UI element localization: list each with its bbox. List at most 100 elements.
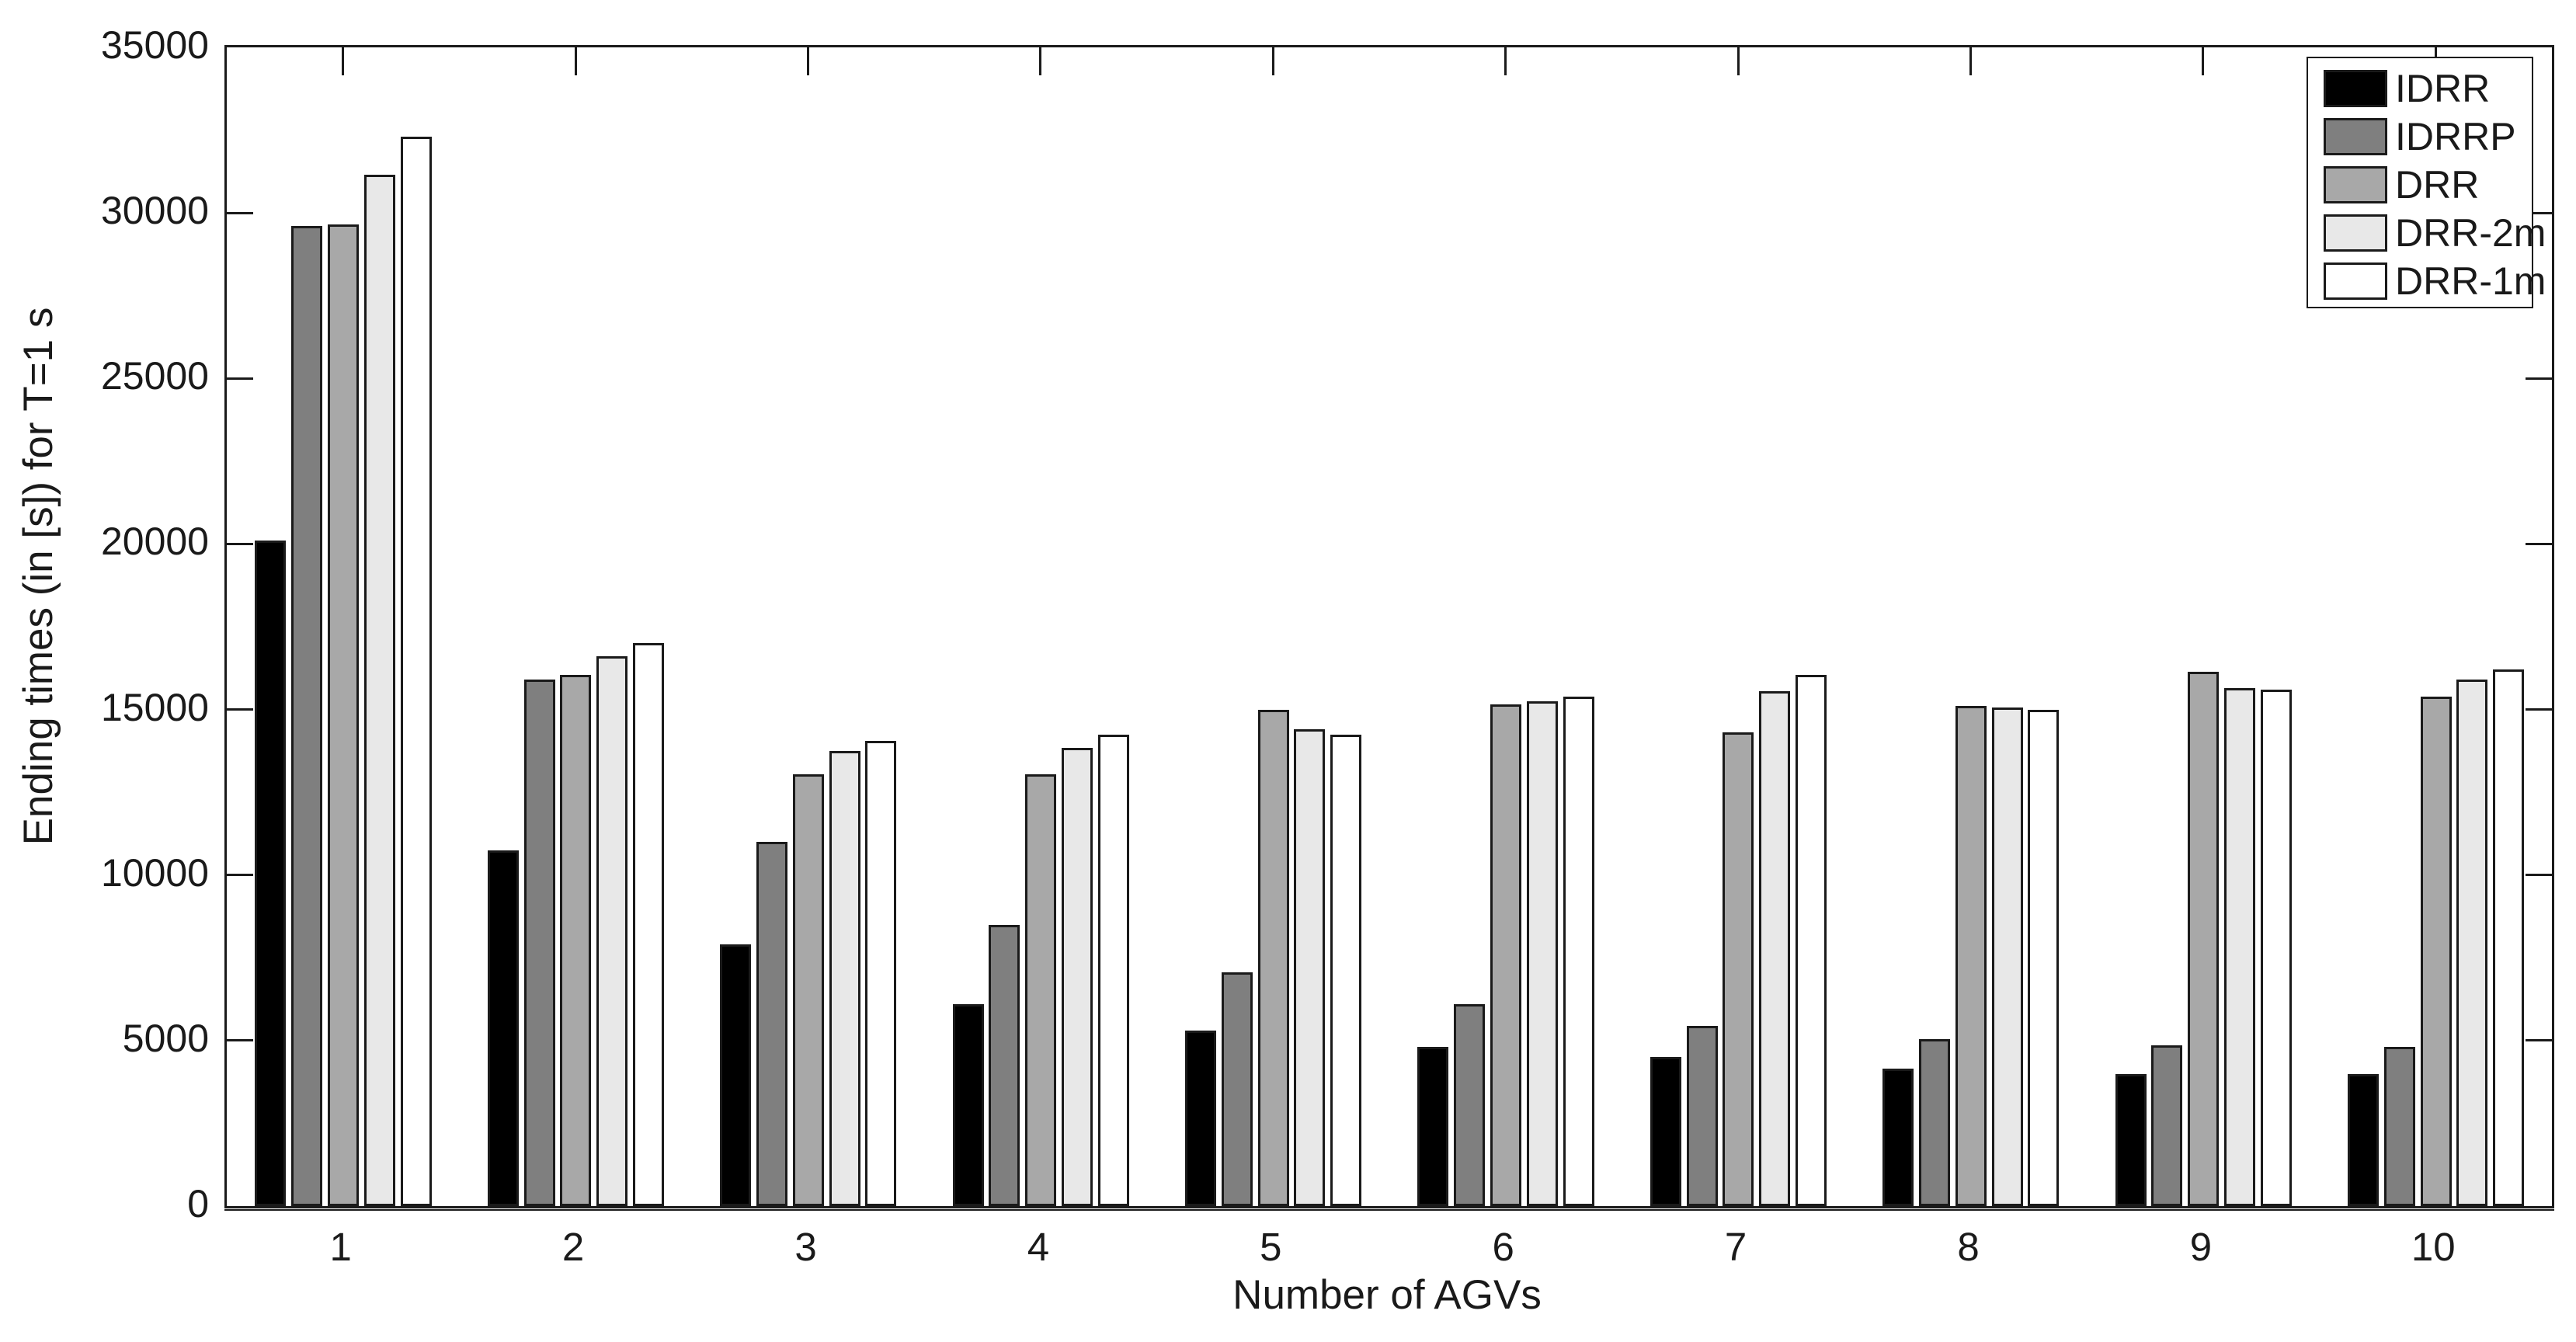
bar-drr-agv7 <box>1723 732 1754 1206</box>
x-tick-label: 8 <box>1957 1225 1980 1269</box>
bar-drr-1m-agv2 <box>632 643 664 1206</box>
y-tick-left <box>227 211 253 214</box>
bar-idrrp-agv7 <box>1686 1025 1718 1206</box>
y-tick-right <box>2526 874 2552 877</box>
y-tick-left <box>227 542 253 545</box>
legend-item-idrrp: IDRRP <box>2308 113 2532 162</box>
bar-drr-2m-agv9 <box>2223 687 2255 1206</box>
legend-item-drr-1m: DRR-1m <box>2308 257 2546 306</box>
x-tick-top <box>1039 47 1042 75</box>
x-tick-top <box>807 47 809 75</box>
y-tick-label: 0 <box>187 1182 209 1226</box>
bar-drr-1m-agv5 <box>1330 734 1362 1206</box>
y-tick-right <box>2526 708 2552 711</box>
plot-area <box>224 45 2554 1208</box>
x-tick-top <box>342 47 345 75</box>
y-tick-label: 30000 <box>100 189 209 233</box>
bar-idrrp-agv2 <box>523 680 555 1206</box>
x-tick-top <box>1736 47 1740 75</box>
bar-drr-2m-agv3 <box>829 750 860 1206</box>
y-tick-left <box>227 874 253 877</box>
legend-swatch-drr-1m <box>2324 262 2387 300</box>
x-tick-label: 6 <box>1492 1225 1514 1269</box>
y-tick-label: 35000 <box>100 23 209 67</box>
legend-item-idrr: IDRR <box>2308 64 2532 113</box>
x-tick-label: 3 <box>794 1225 817 1269</box>
bar-drr-1m-agv9 <box>2260 690 2292 1206</box>
bar-idrr-agv3 <box>720 944 752 1206</box>
legend-label-drr-2m: DRR-2m <box>2395 211 2546 255</box>
bar-idrr-agv10 <box>2347 1073 2379 1206</box>
bar-drr-agv3 <box>792 774 824 1206</box>
bar-idrr-agv2 <box>487 850 519 1206</box>
x-tick-label: 2 <box>561 1225 585 1269</box>
bar-drr-1m-agv7 <box>1795 674 1827 1206</box>
y-tick-right <box>2526 211 2552 214</box>
bar-drr-1m-agv4 <box>1097 734 1129 1206</box>
bar-idrr-agv9 <box>2115 1073 2147 1206</box>
bar-drr-2m-agv4 <box>1061 747 1093 1206</box>
bar-drr-agv9 <box>2188 671 2220 1206</box>
bar-idrr-agv8 <box>1882 1069 1914 1206</box>
y-tick-right <box>2526 542 2552 545</box>
x-tick-label: 9 <box>2189 1225 2213 1269</box>
bar-drr-2m-agv10 <box>2456 680 2488 1206</box>
bar-drr-2m-agv6 <box>1526 701 1558 1206</box>
bar-idrrp-agv5 <box>1221 972 1253 1206</box>
y-tick-right <box>2526 1039 2552 1042</box>
x-tick-label: 1 <box>329 1225 352 1269</box>
y-tick-left <box>227 1039 253 1042</box>
bar-idrrp-agv10 <box>2383 1047 2415 1206</box>
bar-drr-agv4 <box>1025 774 1057 1206</box>
y-tick-left <box>227 377 253 380</box>
x-tick-top <box>574 47 577 75</box>
legend-label-drr: DRR <box>2395 163 2480 207</box>
y-tick-label: 10000 <box>100 850 209 895</box>
bar-drr-agv1 <box>327 224 359 1206</box>
x-tick-label: 5 <box>1260 1225 1282 1269</box>
legend-swatch-drr-2m <box>2324 214 2387 252</box>
x-axis-label: Number of AGVs <box>1232 1272 1542 1318</box>
bar-idrrp-agv4 <box>989 924 1020 1206</box>
bar-idrrp-agv8 <box>1918 1038 1950 1206</box>
bar-drr-1m-agv1 <box>400 137 432 1206</box>
legend: IDRR IDRRP DRR DRR-2m DRR-1m <box>2307 57 2546 308</box>
x-tick-label: 7 <box>1724 1225 1747 1269</box>
bar-drr-agv5 <box>1257 709 1289 1206</box>
legend-item-drr-2m: DRR-2m <box>2308 209 2546 258</box>
bar-idrr-agv5 <box>1184 1031 1216 1206</box>
bar-drr-2m-agv8 <box>1991 708 2023 1206</box>
bar-idrr-agv4 <box>952 1003 984 1206</box>
bar-drr-agv10 <box>2420 696 2452 1206</box>
legend-swatch-idrr <box>2324 70 2387 107</box>
bar-drr-1m-agv8 <box>2028 709 2060 1206</box>
bar-idrr-agv6 <box>1417 1047 1449 1206</box>
legend-label-idrrp: IDRRP <box>2395 115 2516 158</box>
legend-swatch-drr <box>2324 166 2387 203</box>
y-tick-label: 20000 <box>100 520 209 564</box>
bar-idrrp-agv9 <box>2151 1045 2183 1206</box>
legend-item-drr: DRR <box>2308 161 2532 210</box>
legend-label-drr-1m: DRR-1m <box>2395 259 2546 303</box>
x-tick-top <box>1504 47 1507 75</box>
bar-drr-agv6 <box>1490 704 1521 1206</box>
bar-drr-2m-agv7 <box>1759 691 1791 1206</box>
bar-drr-2m-agv2 <box>596 656 628 1206</box>
y-tick-label: 25000 <box>100 354 209 398</box>
bar-drr-agv2 <box>560 674 592 1206</box>
bar-drr-1m-agv10 <box>2493 669 2525 1206</box>
axis-baseline <box>224 1209 2554 1211</box>
bar-drr-1m-agv6 <box>1563 696 1594 1206</box>
y-tick-right <box>2526 377 2552 380</box>
x-tick-top <box>1969 47 1972 75</box>
x-tick-label: 10 <box>2411 1225 2456 1269</box>
x-tick-top <box>2202 47 2205 75</box>
bar-drr-2m-agv5 <box>1294 729 1326 1206</box>
y-tick-label: 5000 <box>122 1016 209 1060</box>
legend-label-idrr: IDRR <box>2395 67 2491 110</box>
bar-idrrp-agv6 <box>1454 1003 1486 1206</box>
x-tick-label: 4 <box>1027 1225 1050 1269</box>
bar-idrrp-agv1 <box>291 226 323 1206</box>
bar-drr-1m-agv3 <box>865 741 897 1206</box>
bar-drr-2m-agv1 <box>363 175 395 1206</box>
